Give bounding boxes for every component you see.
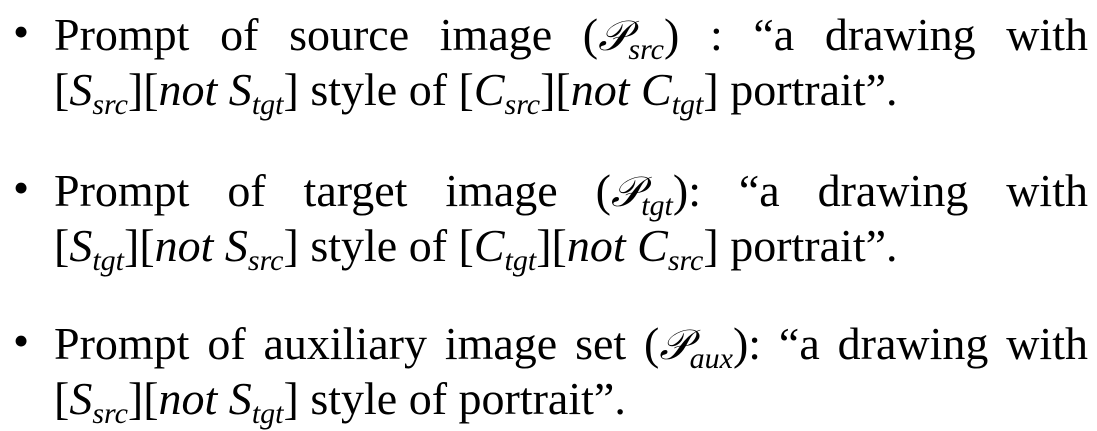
- bullet-line-2: [Ssrc][not Stgt] style of portrait”.: [54, 371, 1088, 429]
- bullet-text: Prompt of source image (𝒫src) : “a drawi…: [54, 7, 1089, 120]
- negated-style-symbol: not S: [158, 373, 252, 424]
- negated-content-subscript: src: [667, 244, 704, 277]
- style-symbol: S: [69, 64, 93, 115]
- bracket-mid: ][: [540, 64, 571, 115]
- style-subscript: tgt: [92, 244, 124, 277]
- negated-content-symbol: not C: [566, 220, 668, 271]
- prompt-symbol-subscript: aux: [689, 342, 733, 375]
- portrait-tail-text: portrait”.: [718, 64, 898, 115]
- prompt-lead-text: Prompt of auxiliary image set (: [54, 318, 660, 369]
- negated-content-symbol: not C: [570, 64, 672, 115]
- bullet-icon: •: [13, 162, 30, 213]
- prompt-lead-text: Prompt of target image (: [54, 165, 611, 216]
- bracket-close: ]: [703, 220, 719, 271]
- style-of-text: style of: [298, 64, 459, 115]
- portrait-tail-text: portrait”.: [718, 220, 898, 271]
- bracket-open: [: [458, 64, 474, 115]
- content-symbol: C: [473, 64, 505, 115]
- content-subscript: tgt: [504, 244, 537, 277]
- content-subscript: src: [504, 88, 541, 121]
- bracket-close: ]: [703, 64, 719, 115]
- bracket-close: ]: [283, 220, 299, 271]
- bracket-open: [: [54, 64, 70, 115]
- bracket-open: [: [54, 373, 70, 424]
- prompt-lead-text: Prompt of source image (: [54, 9, 599, 60]
- bracket-mid: ][: [127, 373, 159, 424]
- prompt-symbol: 𝒫: [598, 11, 629, 60]
- bullet-line-1: Prompt of target image (𝒫tgt): “a drawin…: [54, 163, 1088, 221]
- prompt-symbol-subscript: src: [628, 33, 664, 66]
- negated-style-symbol: not S: [158, 64, 252, 115]
- negated-style-subscript: src: [247, 244, 284, 277]
- bracket-mid: ][: [124, 220, 155, 271]
- style-of-text: style of: [298, 220, 459, 271]
- prompt-trail-text: ) : “a drawing with: [663, 9, 1089, 60]
- negated-style-symbol: not S: [154, 220, 248, 271]
- bullet-line-1: Prompt of source image (𝒫src) : “a drawi…: [54, 7, 1089, 65]
- bracket-open: [: [458, 220, 474, 271]
- prompt-trail-text: ): “a drawing with: [732, 318, 1088, 369]
- bullet-icon: •: [13, 315, 30, 366]
- style-subscript: src: [92, 88, 128, 121]
- bracket-mid: ][: [127, 64, 159, 115]
- bullet-line-1: Prompt of auxiliary image set (𝒫aux): “a…: [54, 316, 1088, 374]
- content-symbol: C: [473, 220, 505, 271]
- bracket-open: [: [54, 220, 70, 271]
- bullet-text: Prompt of auxiliary image set (𝒫aux): “a…: [54, 316, 1088, 429]
- negated-style-subscript: tgt: [251, 88, 284, 121]
- bullet-line-2: [Ssrc][not Stgt] style of [Csrc][not Ctg…: [54, 62, 1088, 120]
- prompt-symbol: 𝒫: [610, 167, 642, 216]
- bullet-icon: •: [13, 6, 30, 57]
- style-symbol: S: [69, 220, 93, 271]
- style-subscript: src: [92, 397, 128, 430]
- bracket-close: ]: [283, 373, 299, 424]
- prompt-symbol-subscript: tgt: [641, 189, 673, 222]
- bracket-mid: ][: [536, 220, 567, 271]
- negated-style-subscript: tgt: [251, 397, 284, 430]
- prompt-trail-text: ): “a drawing with: [672, 165, 1088, 216]
- bracket-close: ]: [283, 64, 299, 115]
- bullet-text: Prompt of target image (𝒫tgt): “a drawin…: [54, 163, 1088, 276]
- prompt-symbol: 𝒫: [659, 320, 690, 369]
- style-symbol: S: [69, 373, 93, 424]
- bullet-line-2: [Stgt][not Ssrc] style of [Ctgt][not Csr…: [54, 218, 1088, 276]
- negated-content-subscript: tgt: [671, 88, 704, 121]
- portrait-tail-text: style of portrait”.: [298, 373, 626, 424]
